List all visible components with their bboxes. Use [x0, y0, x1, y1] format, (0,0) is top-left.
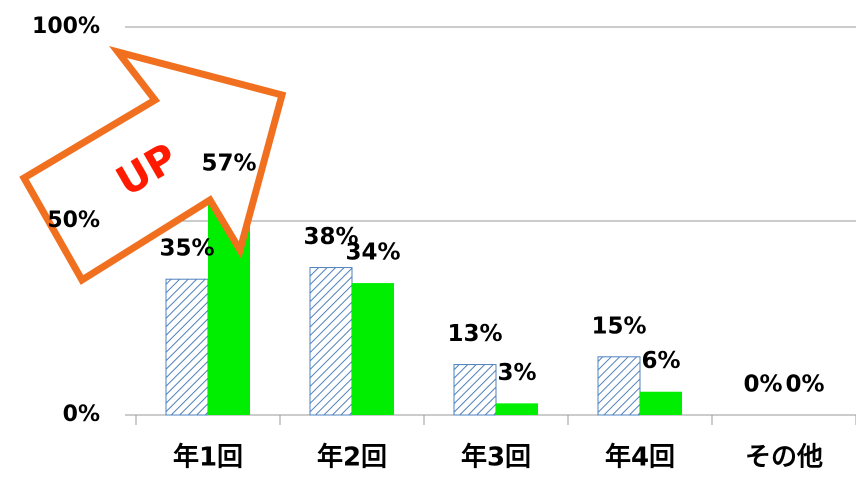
- arrow-shape: [19, 46, 287, 285]
- value-label: 57%: [201, 150, 256, 176]
- x-tick-label: 年3回: [461, 442, 531, 473]
- x-tick-label: その他: [745, 443, 823, 473]
- value-label: 15%: [591, 313, 646, 339]
- value-label: 13%: [447, 321, 502, 347]
- x-tick-label: 年2回: [317, 442, 387, 473]
- labels: 0% 50% 100% 年1回 35% 57% 年2回 38%34% 年3回 13% 3% 年4回 15…: [32, 14, 825, 473]
- bar: [496, 403, 538, 415]
- y-tick-label: 0%: [63, 402, 100, 427]
- value-label: 0%: [743, 372, 782, 398]
- bar: [309, 267, 353, 416]
- value-label: 38%: [303, 224, 358, 250]
- value-label: 3%: [497, 360, 536, 386]
- y-tick-label: 100%: [32, 14, 100, 39]
- x-tick-label: 年1回: [173, 442, 243, 473]
- y-tick-label: 50%: [47, 208, 100, 233]
- value-label: 6%: [641, 348, 680, 374]
- value-label: 34%: [345, 240, 400, 266]
- bar: [597, 356, 641, 416]
- bar: [165, 278, 209, 416]
- x-tick-label: 年4回: [605, 442, 675, 473]
- bar: [352, 283, 394, 415]
- value-label: 35%: [159, 236, 214, 262]
- up-arrow: UP: [19, 46, 287, 285]
- bar: [640, 391, 682, 415]
- value-label: 0%: [785, 372, 824, 398]
- bar: [453, 364, 497, 416]
